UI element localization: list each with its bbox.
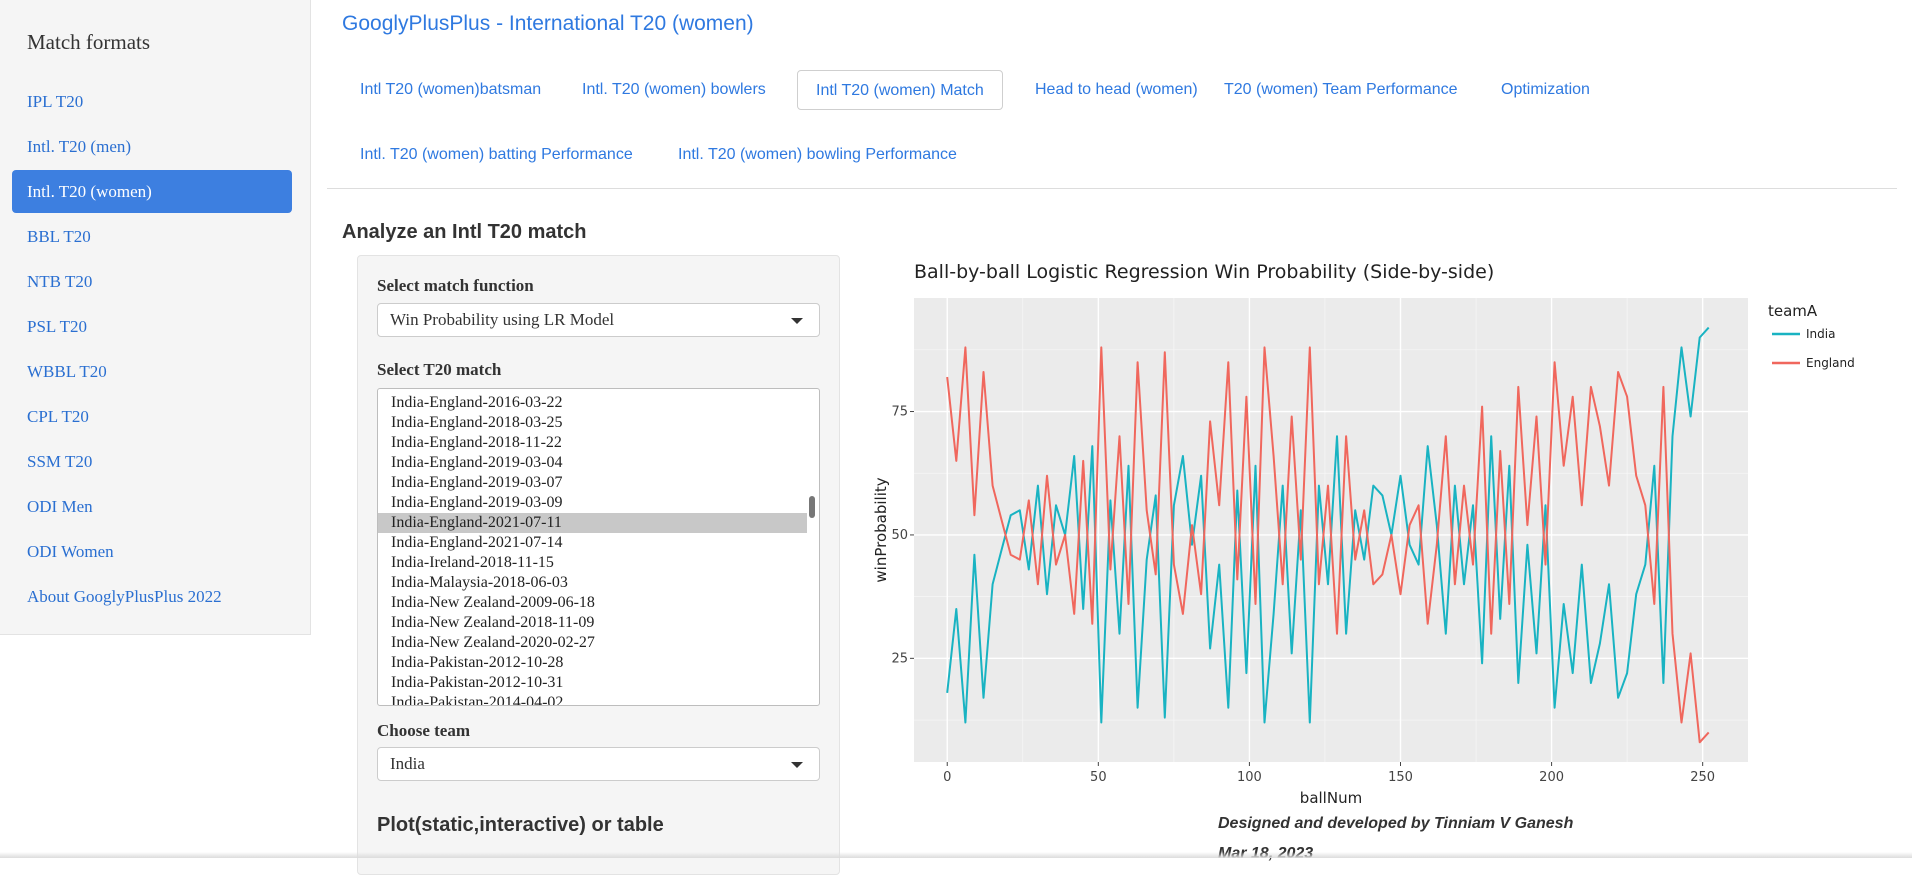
series-line-england <box>946 346 1710 744</box>
match-option[interactable]: India-Pakistan-2012-10-31 <box>391 674 564 691</box>
match-option[interactable]: India-New Zealand-2020-02-27 <box>391 634 595 651</box>
team-select[interactable]: India <box>377 747 820 781</box>
match-option[interactable]: India-England-2021-07-11 <box>378 513 807 533</box>
x-tick-label: 0 <box>943 770 951 785</box>
sidebar: Match formats IPL T20 Intl. T20 (men) In… <box>0 0 311 635</box>
credits: Designed and developed by Tinniam V Gane… <box>1218 815 1574 832</box>
match-option[interactable]: India-Pakistan-2012-10-28 <box>391 654 564 671</box>
match-option[interactable]: India-Ireland-2018-11-15 <box>391 554 554 571</box>
match-function-label: Select match function <box>377 276 534 295</box>
plot-type-label: Plot(static,interactive) or table <box>377 814 664 836</box>
match-option[interactable]: India-New Zealand-2018-11-09 <box>391 614 595 631</box>
y-tick-label: 75 <box>891 405 908 420</box>
match-list: India-England-2016-03-22 India-England-20… <box>378 393 819 706</box>
y-tick-label: 50 <box>891 528 908 543</box>
input-panel: Select match function Win Probability us… <box>357 255 840 875</box>
tab-separator <box>327 188 1897 189</box>
sidebar-item-intl-t20-women[interactable]: Intl. T20 (women) <box>12 170 292 213</box>
x-tick-label: 200 <box>1539 770 1564 785</box>
sidebar-item-bbl-t20[interactable]: BBL T20 <box>27 227 91 246</box>
sidebar-item-psl-t20[interactable]: PSL T20 <box>27 317 87 336</box>
tab-match[interactable]: Intl T20 (women) Match <box>797 70 1003 110</box>
chevron-down-icon <box>791 762 803 768</box>
app-title: GooglyPlusPlus - International T20 (wome… <box>342 12 754 35</box>
sidebar-item-wbbl-t20[interactable]: WBBL T20 <box>27 362 107 381</box>
legend-label-india: India <box>1806 327 1835 341</box>
sidebar-item-odi-women[interactable]: ODI Women <box>27 542 114 561</box>
tab-team-performance[interactable]: T20 (women) Team Performance <box>1224 81 1458 98</box>
tab-optimization[interactable]: Optimization <box>1501 81 1590 98</box>
x-tick-label: 250 <box>1690 770 1715 785</box>
legend-label-england: England <box>1806 356 1855 370</box>
match-option[interactable]: India-England-2018-03-25 <box>391 414 563 431</box>
tab-head-to-head[interactable]: Head to head (women) <box>1035 81 1198 98</box>
match-option[interactable]: India-New Zealand-2009-06-18 <box>391 594 595 611</box>
tab-bowling-performance[interactable]: Intl. T20 (women) bowling Performance <box>678 146 957 163</box>
sidebar-item-ipl-t20[interactable]: IPL T20 <box>27 92 84 111</box>
x-axis-label: ballNum <box>1300 789 1362 805</box>
tab-batsman[interactable]: Intl T20 (women)batsman <box>360 81 542 98</box>
tab-batting-performance[interactable]: Intl. T20 (women) batting Performance <box>360 146 633 163</box>
match-option[interactable]: India-England-2016-03-22 <box>391 394 563 411</box>
sidebar-item-ssm-t20[interactable]: SSM T20 <box>27 452 93 471</box>
sidebar-item-odi-men[interactable]: ODI Men <box>27 497 93 516</box>
sidebar-nav: IPL T20 Intl. T20 (men) Intl. T20 (women… <box>12 80 292 620</box>
x-tick-label: 150 <box>1388 770 1413 785</box>
sidebar-item-cpl-t20[interactable]: CPL T20 <box>27 407 89 426</box>
sidebar-item-ntb-t20[interactable]: NTB T20 <box>27 272 93 291</box>
match-option[interactable]: India-England-2021-07-14 <box>391 534 563 551</box>
team-label: Choose team <box>377 721 471 740</box>
match-function-value: Win Probability using LR Model <box>390 310 615 329</box>
match-option[interactable]: India-England-2019-03-04 <box>391 454 563 471</box>
x-tick-label: 50 <box>1090 770 1107 785</box>
match-option[interactable]: India-Malaysia-2018-06-03 <box>391 574 568 591</box>
section-title: Analyze an Intl T20 match <box>342 221 587 243</box>
y-tick-label: 25 <box>891 651 908 666</box>
team-value: India <box>390 754 425 773</box>
match-option[interactable]: India-England-2018-11-22 <box>391 434 562 451</box>
sidebar-item-intl-t20-men[interactable]: Intl. T20 (men) <box>27 137 132 156</box>
chevron-down-icon <box>791 318 803 324</box>
match-select-label: Select T20 match <box>377 360 502 379</box>
win-probability-chart: Ball-by-ball Logistic Regression Win Pro… <box>872 261 1855 805</box>
bottom-shade <box>0 852 1912 858</box>
series-line-india <box>946 326 1710 724</box>
listbox-scrollbar[interactable] <box>809 496 815 518</box>
chart-title: Ball-by-ball Logistic Regression Win Pro… <box>914 261 1494 283</box>
match-option[interactable]: India-Pakistan-2014-04-02 <box>391 694 564 706</box>
y-axis-label: winProbability <box>872 477 890 582</box>
match-option[interactable]: India-England-2019-03-09 <box>391 494 563 511</box>
legend-title: teamA <box>1768 302 1818 320</box>
sidebar-item-about[interactable]: About GooglyPlusPlus 2022 <box>27 587 222 606</box>
sidebar-title: Match formats <box>27 30 151 54</box>
x-tick-label: 100 <box>1237 770 1262 785</box>
match-listbox[interactable]: India-England-2016-03-22 India-England-20… <box>377 388 820 706</box>
tab-bowlers[interactable]: Intl. T20 (women) bowlers <box>582 81 766 98</box>
match-option[interactable]: India-England-2019-03-07 <box>391 474 563 491</box>
match-function-select[interactable]: Win Probability using LR Model <box>377 303 820 337</box>
